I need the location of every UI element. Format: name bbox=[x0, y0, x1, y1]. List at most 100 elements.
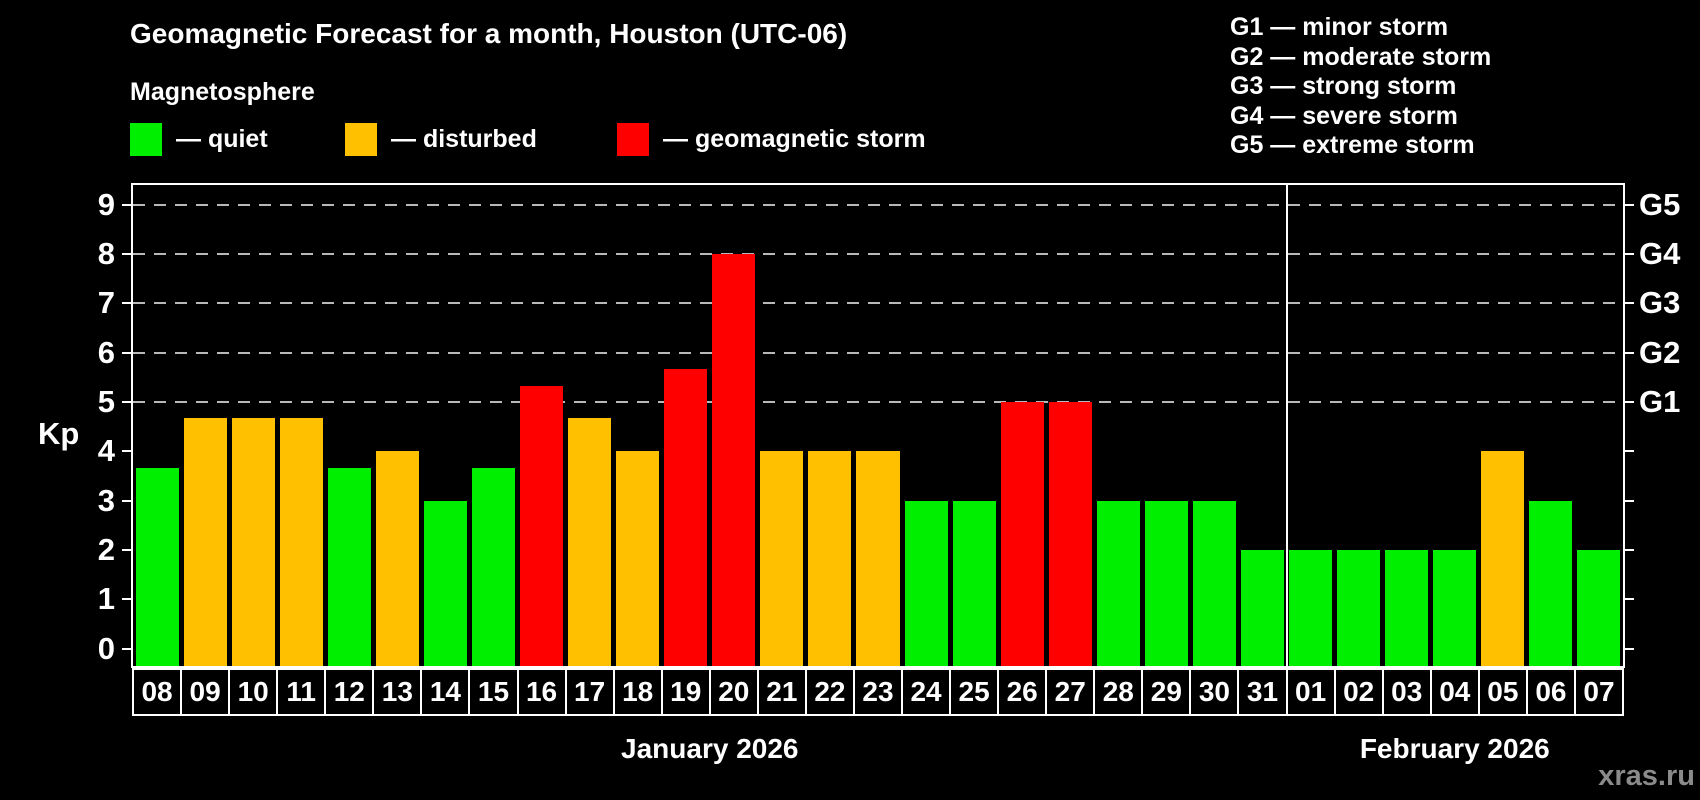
date-cell-07: 07 bbox=[1573, 668, 1624, 716]
legend-item-storm: — geomagnetic storm bbox=[617, 123, 926, 156]
g-legend-line-g5: G5 — extreme storm bbox=[1230, 131, 1475, 159]
kp-bar-day-12 bbox=[327, 467, 371, 666]
date-cell-20: 20 bbox=[708, 668, 759, 716]
kp-bar-day-26 bbox=[1000, 402, 1044, 666]
y-axis-tick-right-7 bbox=[1625, 302, 1634, 305]
kp-bar-day-05 bbox=[1481, 451, 1525, 666]
g-legend-line-g3: G3 — strong storm bbox=[1230, 72, 1457, 100]
date-cell-02: 02 bbox=[1333, 668, 1384, 716]
date-cell-01: 01 bbox=[1285, 668, 1336, 716]
kp-bar-day-23 bbox=[856, 451, 900, 666]
chart-title: Geomagnetic Forecast for a month, Housto… bbox=[130, 18, 848, 49]
g-legend-line-g2: G2 — moderate storm bbox=[1230, 42, 1492, 71]
date-cell-15: 15 bbox=[468, 668, 519, 716]
quiet-swatch-icon bbox=[130, 123, 162, 156]
y-axis-tick-right-2 bbox=[1625, 549, 1634, 552]
date-cell-29: 29 bbox=[1141, 668, 1192, 716]
date-cell-09: 09 bbox=[180, 668, 231, 716]
date-cell-06: 06 bbox=[1525, 668, 1576, 716]
kp-bar-day-02 bbox=[1337, 550, 1381, 666]
legend-label-quiet: — quiet bbox=[176, 125, 268, 153]
right-axis-label-g3: G3 bbox=[1639, 285, 1681, 321]
date-cell-19: 19 bbox=[660, 668, 711, 716]
date-cell-03: 03 bbox=[1381, 668, 1432, 716]
y-axis-tick-left-9 bbox=[122, 203, 131, 206]
kp-bar-day-14 bbox=[423, 500, 467, 666]
kp-bar-day-15 bbox=[471, 467, 515, 666]
kp-bar-day-06 bbox=[1529, 500, 1573, 666]
watermark: xras.ru bbox=[1598, 760, 1695, 792]
kp-bar-day-17 bbox=[568, 418, 612, 666]
legend-item-quiet: — quiet bbox=[130, 123, 268, 156]
date-cell-21: 21 bbox=[756, 668, 807, 716]
y-axis-tick-left-4 bbox=[122, 450, 131, 453]
y-axis-tick-right-8 bbox=[1625, 253, 1634, 256]
kp-bar-day-10 bbox=[231, 418, 275, 666]
gridline-kp-6 bbox=[133, 351, 1623, 354]
y-axis-tick-right-6 bbox=[1625, 351, 1634, 354]
right-axis-label-g1: G1 bbox=[1639, 384, 1681, 420]
legend-item-disturbed: — disturbed bbox=[345, 123, 537, 156]
kp-bar-day-03 bbox=[1385, 550, 1429, 666]
kp-bar-day-31 bbox=[1240, 550, 1285, 666]
plot-area bbox=[131, 183, 1625, 668]
y-tick-label-0: 0 bbox=[97, 630, 115, 666]
date-cell-10: 10 bbox=[228, 668, 279, 716]
month-label-0: January 2026 bbox=[621, 733, 799, 764]
g-legend-line-g4: G4 — severe storm bbox=[1230, 101, 1458, 130]
y-tick-label-2: 2 bbox=[97, 532, 115, 568]
kp-bar-day-04 bbox=[1433, 550, 1477, 666]
right-axis-label-g2: G2 bbox=[1639, 334, 1681, 370]
date-cell-31: 31 bbox=[1237, 668, 1288, 716]
kp-bar-day-08 bbox=[135, 467, 179, 666]
g-legend-line-g1: G1 — minor storm bbox=[1230, 13, 1449, 41]
g-scale-legend: G1 — minor storm G2 — moderate storm G3 — … bbox=[1230, 13, 1491, 161]
y-axis-title: Kp bbox=[38, 416, 80, 451]
date-cell-05: 05 bbox=[1477, 668, 1528, 716]
gridline-kp-9 bbox=[133, 203, 1623, 206]
kp-bar-day-27 bbox=[1048, 402, 1092, 666]
gridline-kp-8 bbox=[133, 253, 1623, 256]
date-cell-25: 25 bbox=[949, 668, 1000, 716]
right-axis-label-g5: G5 bbox=[1639, 186, 1681, 222]
chart-subtitle: Magnetosphere bbox=[130, 78, 315, 106]
y-axis-tick-left-3 bbox=[122, 499, 131, 502]
y-tick-label-7: 7 bbox=[97, 285, 115, 321]
storm-swatch-icon bbox=[617, 123, 649, 156]
y-tick-label-1: 1 bbox=[97, 581, 115, 617]
date-cell-04: 04 bbox=[1429, 668, 1480, 716]
right-axis-label-g4: G4 bbox=[1639, 236, 1681, 272]
month-separator-line bbox=[1285, 183, 1288, 716]
kp-bar-day-18 bbox=[616, 451, 660, 666]
y-axis-tick-right-4 bbox=[1625, 450, 1634, 453]
y-axis-tick-right-3 bbox=[1625, 499, 1634, 502]
kp-bar-day-19 bbox=[664, 369, 708, 666]
kp-bar-day-25 bbox=[952, 500, 996, 666]
date-cell-14: 14 bbox=[420, 668, 471, 716]
date-cell-08: 08 bbox=[132, 668, 183, 716]
date-cell-16: 16 bbox=[516, 668, 567, 716]
date-cell-18: 18 bbox=[612, 668, 663, 716]
y-axis-tick-left-8 bbox=[122, 253, 131, 256]
y-axis-tick-left-6 bbox=[122, 351, 131, 354]
y-axis-tick-right-0 bbox=[1625, 647, 1634, 650]
kp-bar-day-22 bbox=[808, 451, 852, 666]
y-axis-tick-left-2 bbox=[122, 549, 131, 552]
date-cell-24: 24 bbox=[901, 668, 952, 716]
kp-bar-day-29 bbox=[1144, 500, 1188, 666]
kp-bar-day-09 bbox=[183, 418, 227, 666]
kp-bar-day-01 bbox=[1289, 550, 1333, 666]
kp-bar-day-13 bbox=[375, 451, 419, 666]
kp-bar-day-20 bbox=[712, 254, 756, 666]
date-cell-27: 27 bbox=[1045, 668, 1096, 716]
y-tick-label-8: 8 bbox=[97, 236, 115, 272]
gridline-kp-7 bbox=[133, 302, 1623, 305]
date-cell-13: 13 bbox=[372, 668, 423, 716]
date-cell-17: 17 bbox=[564, 668, 615, 716]
kp-bar-day-24 bbox=[904, 500, 948, 666]
y-axis-tick-left-7 bbox=[122, 302, 131, 305]
y-tick-label-6: 6 bbox=[97, 334, 115, 370]
date-cell-30: 30 bbox=[1189, 668, 1240, 716]
y-tick-label-9: 9 bbox=[97, 186, 115, 222]
